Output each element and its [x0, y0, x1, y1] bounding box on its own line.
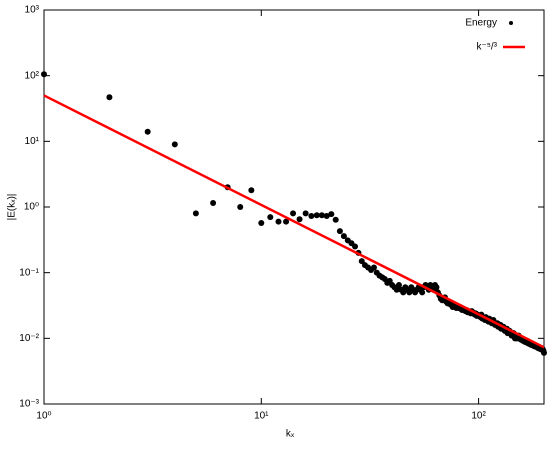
energy-point — [433, 284, 440, 291]
energy-point — [248, 187, 255, 194]
energy-point — [275, 218, 282, 225]
plot-frame — [43, 9, 545, 405]
energy-point — [313, 212, 320, 219]
energy-point — [370, 264, 377, 271]
energy-point — [419, 289, 426, 296]
y-tick-label: 10⁰ — [24, 202, 39, 213]
y-axis-label: |E(kₓ)| — [7, 194, 18, 221]
energy-point — [171, 141, 178, 148]
energy-point — [267, 214, 274, 221]
energy-point — [144, 128, 151, 135]
energy-point — [192, 210, 199, 217]
y-tick-label: 10² — [25, 70, 40, 81]
energy-point — [352, 243, 359, 250]
energy-point — [340, 233, 347, 240]
energy-point — [296, 216, 303, 223]
energy-point — [395, 281, 402, 288]
y-tick-label: 10¹ — [25, 136, 40, 147]
x-tick-label: 10² — [471, 411, 486, 422]
y-tick-label: 10³ — [25, 5, 40, 16]
energy-point — [358, 258, 365, 265]
energy-point — [41, 71, 47, 78]
energy-point — [328, 211, 335, 218]
x-tick-label: 10¹ — [254, 411, 269, 422]
energy-point — [541, 349, 547, 356]
energy-point — [283, 218, 290, 225]
fit-line — [43, 94, 545, 349]
energy-point — [336, 228, 343, 235]
y-tick-label: 10⁻³ — [19, 399, 39, 410]
y-tick-label: 10⁻² — [19, 333, 39, 344]
energy-point — [237, 204, 244, 210]
energy-point — [106, 94, 113, 101]
x-axis-label: kₓ — [286, 429, 295, 440]
energy-point — [210, 200, 217, 207]
energy-point — [290, 210, 297, 217]
energy-point — [323, 212, 330, 219]
legend-marker — [509, 21, 513, 25]
legend-label: Energy — [465, 18, 497, 29]
x-tick-label: 10⁰ — [36, 411, 51, 422]
energy-point — [308, 212, 315, 219]
legend-label: k⁻⁵/³ — [476, 42, 497, 53]
energy-point — [318, 212, 325, 219]
energy-point — [258, 220, 265, 227]
energy-point — [332, 216, 339, 223]
y-tick-label: 10⁻¹ — [19, 267, 39, 278]
energy-point — [393, 286, 400, 293]
energy-point — [302, 210, 309, 217]
